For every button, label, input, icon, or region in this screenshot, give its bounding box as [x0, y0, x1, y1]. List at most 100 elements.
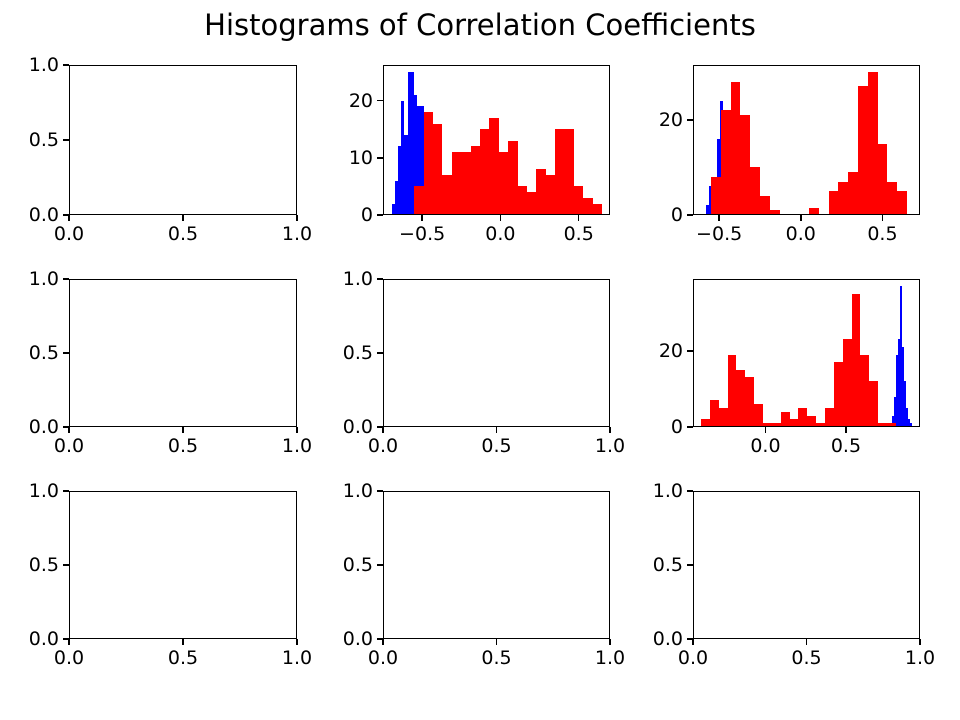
red-histogram-bar: [860, 354, 870, 427]
blue-histogram-bar: [708, 186, 712, 215]
y-tick-label: 1.0: [28, 268, 59, 290]
y-tick: [377, 564, 383, 566]
y-tick-label: 0.5: [342, 342, 373, 364]
red-histogram-bar: [857, 86, 868, 215]
x-tick: [495, 427, 498, 433]
x-tick: [764, 427, 767, 433]
red-histogram-bar: [769, 210, 780, 215]
red-histogram-bar: [489, 117, 499, 215]
red-histogram-bar: [851, 293, 861, 427]
x-tick: [845, 427, 847, 433]
x-tick: [296, 427, 298, 433]
y-tick: [377, 214, 383, 216]
x-tick-label: 0.0: [53, 647, 85, 669]
x-tick-label: 1.0: [594, 647, 626, 669]
red-histogram-bar: [555, 129, 565, 215]
y-tick-label: 1.0: [342, 480, 373, 502]
red-histogram-bar: [583, 197, 593, 215]
red-histogram-bar: [480, 129, 490, 215]
blue-histogram-bar: [896, 354, 899, 427]
blue-histogram-bar: [894, 396, 897, 427]
x-tick-label: 1.0: [281, 435, 313, 457]
subplot-r2c2: 0.0 0.5 1.0 0.0 0.5 1.0: [343, 268, 625, 457]
red-histogram-bar: [828, 191, 839, 215]
y-tick: [63, 139, 69, 141]
x-tick-label: 1.0: [281, 647, 313, 669]
red-histogram-bar: [740, 115, 751, 215]
axes-frame: [693, 491, 920, 639]
x-tick-label: 0.0: [677, 647, 709, 669]
blue-histogram-bar: [900, 286, 903, 427]
axes-frame: [69, 65, 297, 215]
y-tick: [377, 99, 383, 102]
blue-histogram-bar: [898, 339, 901, 427]
red-histogram-bar: [833, 362, 843, 427]
red-histogram-bar: [808, 207, 819, 215]
x-tick: [609, 639, 611, 645]
red-histogram-bar: [701, 419, 710, 427]
red-histogram-bar: [754, 404, 764, 427]
y-tick-label: 0.0: [342, 416, 373, 438]
y-tick-label: 0.0: [28, 628, 59, 650]
subplot-r3c1: 0.0 0.5 1.0 0.0 0.5 1.0: [29, 480, 312, 669]
x-tick-label: 0.0: [367, 435, 399, 457]
x-tick-label: 0.5: [830, 435, 862, 457]
y-tick-label: 0.5: [28, 342, 59, 364]
y-tick: [63, 564, 69, 566]
x-tick-label: 0.5: [167, 647, 199, 669]
x-tick: [421, 215, 423, 221]
x-tick-label: 0.0: [485, 223, 516, 245]
axes-frame: [383, 491, 610, 639]
figure-title: Histograms of Correlation Coefficients: [204, 8, 756, 42]
axes-frame: [383, 279, 610, 427]
y-tick: [687, 564, 693, 566]
y-tick: [687, 426, 693, 428]
x-tick: [182, 215, 184, 221]
y-tick-label: 0.5: [652, 554, 683, 576]
x-tick: [182, 639, 184, 645]
y-tick: [377, 490, 383, 492]
blue-histogram-bar: [404, 135, 408, 215]
y-tick-label: 0.5: [28, 129, 59, 151]
x-tick-label: 0.0: [53, 435, 85, 457]
subplot-r3c3: 0.0 0.5 1.0 0.0 0.5 1.0: [653, 480, 935, 669]
y-tick: [63, 278, 69, 280]
red-histogram-bar: [433, 123, 443, 215]
red-histogram-bar: [763, 423, 772, 427]
y-tick-label: 1.0: [28, 480, 59, 502]
red-histogram-bar: [470, 146, 481, 215]
x-tick: [182, 427, 184, 433]
red-histogram-bar: [825, 407, 834, 427]
y-tick: [687, 490, 693, 492]
x-tick: [919, 639, 921, 645]
red-histogram-bar: [423, 112, 434, 215]
y-tick-label: 20: [348, 89, 373, 112]
x-tick-label: 0.5: [791, 647, 822, 669]
x-tick: [296, 215, 298, 221]
red-histogram-bar: [527, 192, 537, 215]
x-tick: [881, 215, 884, 221]
red-histogram-bar: [545, 175, 556, 215]
y-tick-label: 0: [670, 416, 683, 438]
x-tick-label: 1.0: [594, 435, 626, 457]
red-histogram-bar: [848, 172, 858, 215]
x-tick-label: −0.5: [696, 223, 743, 245]
red-histogram-bar: [709, 400, 719, 427]
y-tick-label: 10: [348, 146, 373, 169]
red-histogram-bar: [573, 186, 584, 215]
x-tick-label: 0.5: [867, 223, 898, 245]
x-tick: [800, 215, 802, 221]
red-histogram-bar: [771, 423, 781, 427]
y-tick: [63, 490, 69, 492]
blue-histogram-bar: [902, 347, 905, 427]
blue-histogram-bar: [910, 423, 913, 427]
x-tick-label: 0.0: [750, 435, 781, 457]
red-histogram-bar: [736, 369, 746, 427]
red-histogram-bar: [759, 195, 770, 215]
y-tick: [63, 426, 69, 428]
red-histogram-bar: [877, 143, 888, 215]
blue-histogram-bar: [420, 106, 424, 215]
blue-histogram-bar: [908, 419, 911, 427]
x-tick-label: 1.0: [281, 223, 313, 245]
blue-histogram-bar: [904, 381, 907, 427]
